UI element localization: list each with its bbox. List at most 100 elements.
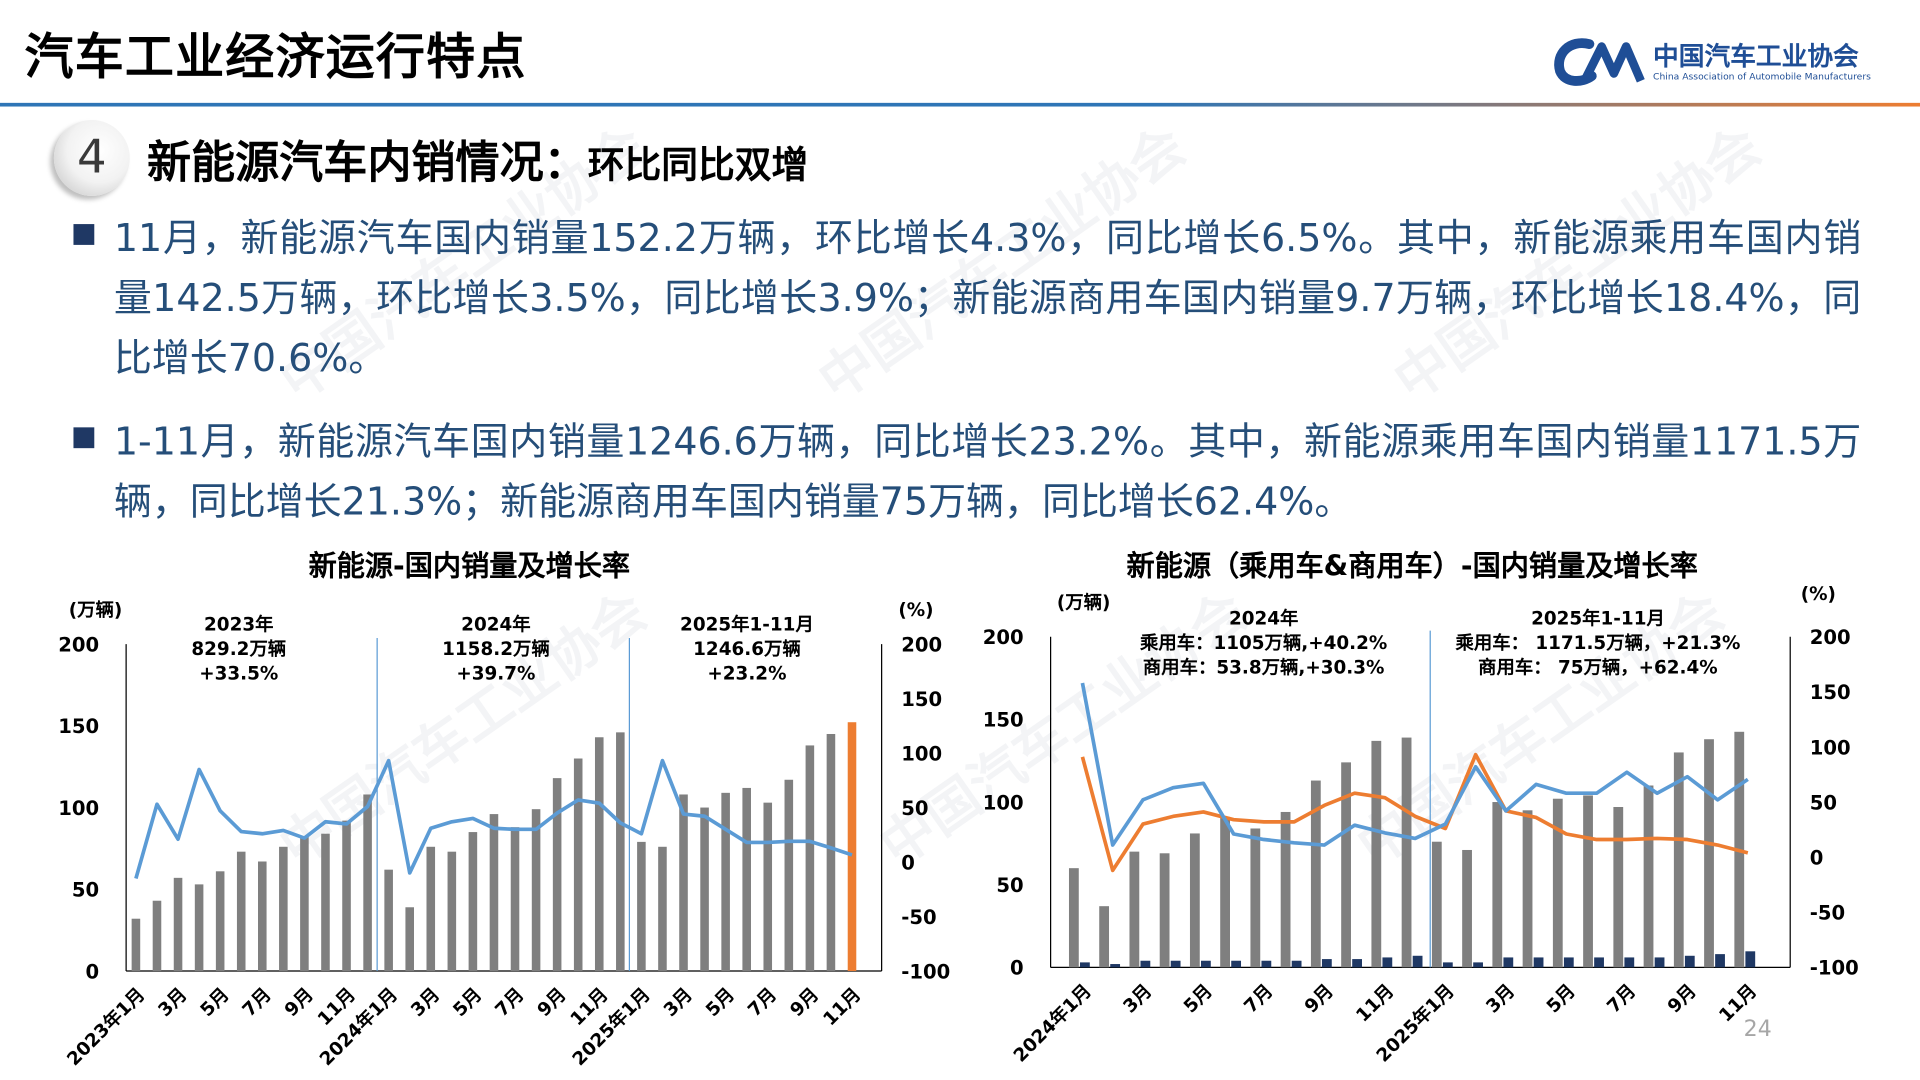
y2-tick-label: 50: [1810, 791, 1837, 814]
bar-2023-06: [236, 851, 246, 972]
bar-2025-05: [1552, 798, 1563, 968]
bar-2025-09: [1673, 752, 1684, 968]
y-tick-label: 150: [58, 715, 99, 738]
bar-2024-04: [447, 851, 457, 972]
x-tick-label: 7月: [1603, 981, 1640, 1018]
x-tick-label: 9月: [1664, 981, 1701, 1018]
bar-2023-11: [342, 820, 351, 972]
bar-2023-02: [152, 900, 162, 972]
y-axis-unit-label: (万辆): [1057, 592, 1111, 614]
growth-line-2: [1080, 682, 1749, 847]
logo-text-cn: 中国汽车工业协会: [1653, 41, 1859, 72]
bar-2025-06: [1583, 795, 1593, 968]
bar-2025-05: [721, 792, 730, 972]
bar-2025-03: [1503, 957, 1514, 968]
x-tick-label: 5月: [449, 984, 486, 1021]
y-tick-label: 200: [983, 626, 1024, 649]
logo-text-en: China Association of Automobile Manufact…: [1653, 71, 1871, 83]
y2-tick-label: -100: [1810, 957, 1859, 980]
section-heading: 新能源汽车内销情况：环比同比双增: [147, 127, 808, 191]
bar-2024-07: [1261, 960, 1272, 968]
period-annotation: +33.5%: [199, 664, 278, 685]
x-tick-label: 11月: [819, 984, 865, 1030]
bar-2025-03: [679, 794, 688, 972]
bar-2025-03: [1492, 802, 1503, 968]
y-axis-unit-label: (万辆): [69, 599, 123, 621]
bar-2024-12: [1401, 737, 1412, 968]
growth-line-1: [1080, 752, 1749, 873]
y-tick-label: 0: [86, 960, 100, 983]
bar-2025-08: [1643, 785, 1654, 968]
bar-2024-10: [1352, 959, 1363, 968]
bar-2025-10: [1704, 739, 1714, 968]
bar-2024-03: [426, 846, 436, 972]
bar-2024-05: [468, 832, 478, 972]
bar-2024-09: [1321, 959, 1332, 968]
x-tick-label: 2024年1月: [1009, 980, 1096, 1067]
period-annotation: 2024年: [1229, 607, 1298, 629]
bar-2024-04: [1159, 853, 1170, 968]
period-annotation: 2023年: [204, 614, 273, 636]
bar-2024-05: [1189, 833, 1200, 968]
bar-2024-03: [1140, 960, 1151, 968]
bullet-text: 11月，新能源汽车国内销量152.2万辆，环比增长4.3%，同比增长6.5%。其…: [113, 216, 1862, 381]
period-annotation: 2025年1-11月: [1531, 607, 1665, 629]
bar-2025-09: [1684, 955, 1695, 968]
bar-2025-11: [1745, 951, 1756, 968]
bar-2024-01: [1068, 868, 1079, 968]
bar-2024-02: [1110, 964, 1121, 968]
y2-tick-label: 0: [1810, 846, 1824, 869]
bar-2024-09: [552, 778, 562, 972]
y-tick-label: 150: [983, 709, 1024, 732]
bar-2025-06: [742, 787, 751, 972]
bar-2024-02: [405, 907, 415, 972]
bar-2024-12: [616, 732, 625, 972]
bar-2025-11: [847, 722, 857, 972]
y2-tick-label: -50: [901, 906, 936, 929]
y2-tick-label: -100: [901, 960, 950, 983]
bar-2025-02: [1462, 849, 1472, 968]
section-number-badge: 4: [53, 120, 130, 196]
bar-2023-01: [131, 918, 141, 972]
x-tick-label: 9月: [281, 984, 318, 1021]
bar-2025-02: [1473, 962, 1483, 968]
bar-2024-01: [1080, 962, 1090, 968]
bar-2024-05: [1200, 960, 1211, 968]
bar-2024-10: [573, 758, 583, 972]
y2-tick-label: 150: [901, 688, 942, 711]
period-annotation: +23.2%: [707, 664, 786, 685]
x-tick-label: 3月: [155, 984, 192, 1021]
bar-2025-06: [1594, 957, 1604, 968]
bar-2025-02: [658, 846, 667, 972]
bar-2025-01: [1431, 841, 1442, 968]
bar-2025-09: [805, 745, 815, 972]
section-heading-sub: 环比同比双增: [587, 144, 809, 188]
bullet-text: 1-11月，新能源汽车国内销量1246.6万辆，同比增长23.2%。其中，新能源…: [113, 420, 1862, 525]
bar-2025-04: [1533, 957, 1544, 968]
y2-tick-label: 0: [901, 851, 915, 874]
page-title: 汽车工业经济运行特点: [24, 29, 527, 86]
bar-2024-09: [1310, 780, 1321, 968]
bar-2024-11: [1382, 957, 1393, 968]
bar-2023-03: [173, 877, 183, 972]
period-annotation: 2025年1-11月: [680, 614, 814, 636]
bar-2023-04: [194, 884, 204, 972]
y2-axis-unit-label: (%): [1801, 584, 1836, 605]
y-tick-label: 50: [996, 874, 1023, 897]
bar-2025-10: [1715, 954, 1725, 968]
bar-2024-06: [1231, 960, 1242, 968]
bar-2024-08: [531, 809, 541, 972]
page-number: 24: [1743, 1016, 1772, 1043]
x-tick-label: 3月: [407, 984, 444, 1021]
caam-logo-icon: [1554, 38, 1645, 86]
bar-2025-05: [1563, 957, 1574, 968]
bar-2025-07: [1624, 957, 1635, 968]
y2-axis-unit-label: (%): [898, 600, 933, 621]
x-tick-label: 5月: [702, 984, 739, 1021]
bar-2024-10: [1341, 762, 1351, 968]
bar-2023-09: [300, 836, 309, 972]
bar-2025-04: [700, 807, 709, 972]
x-tick-label: 9月: [534, 984, 571, 1021]
x-tick-label: 2023年1月: [63, 983, 150, 1070]
